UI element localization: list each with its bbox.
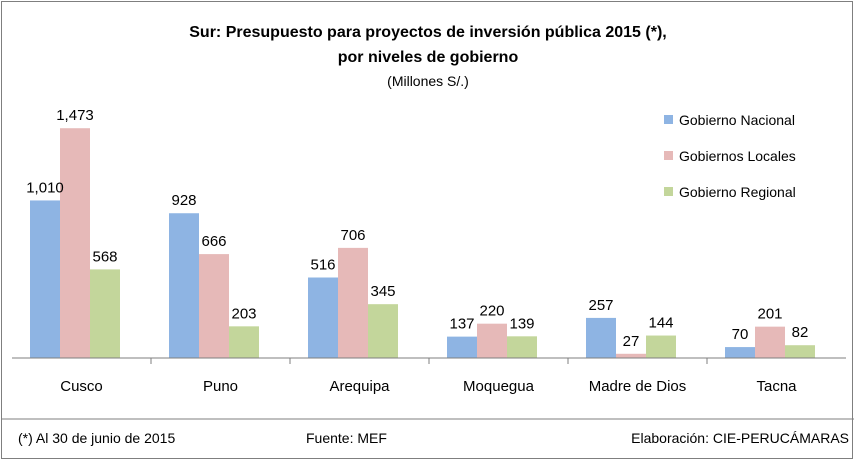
legend: Gobierno Nacional Gobiernos Locales Gobier…	[664, 112, 796, 200]
bar-cusco-2	[90, 269, 120, 358]
bar-puno-2	[229, 326, 259, 358]
data-labels-group: 1,010 1,473 568 928 666 203 516 706 345 137 220 139…	[26, 107, 808, 350]
data-label: 144	[648, 315, 673, 332]
data-label: 203	[231, 305, 256, 322]
legend-swatch	[664, 115, 673, 124]
legend-label: Gobierno Regional	[679, 184, 796, 200]
legend-swatch	[664, 187, 673, 196]
chart-title-line2: por niveles de gobierno	[338, 49, 519, 66]
legend-label: Gobierno Nacional	[679, 112, 795, 128]
chart-subtitle: (Millones S/.)	[387, 73, 469, 89]
bar-arequipa-0	[308, 277, 338, 358]
data-label: 82	[792, 324, 809, 341]
category-label: Arequipa	[329, 378, 390, 395]
bar-puno-0	[169, 213, 199, 358]
data-label: 201	[757, 306, 782, 323]
data-label: 1,473	[56, 107, 94, 124]
footer-source: Fuente: MEF	[306, 430, 387, 446]
data-label: 568	[92, 248, 117, 265]
data-label: 257	[588, 297, 613, 314]
data-label: 1,010	[26, 179, 64, 196]
data-label: 70	[732, 326, 749, 343]
chart-title-line1: Sur: Presupuesto para proyectos de inver…	[189, 24, 666, 41]
bar-tacna-0	[725, 347, 755, 358]
data-label: 27	[623, 333, 640, 350]
bar-tacna-1	[755, 326, 785, 358]
data-label: 666	[201, 233, 226, 250]
data-label: 345	[370, 283, 395, 300]
data-label: 139	[509, 315, 534, 332]
legend-label: Gobiernos Locales	[679, 148, 796, 164]
bar-madre-de-dios-2	[646, 335, 676, 358]
category-label: Moquegua	[463, 378, 535, 395]
footer-credit: Elaboración: CIE-PERUCÁMARAS	[631, 430, 849, 446]
bar-cusco-0	[30, 200, 60, 358]
data-label: 516	[310, 257, 335, 274]
legend-swatch	[664, 151, 673, 160]
data-label: 706	[340, 227, 365, 244]
category-label: Puno	[203, 378, 238, 395]
bar-madre-de-dios-1	[616, 353, 646, 358]
footer-note: (*) Al 30 de junio de 2015	[18, 430, 175, 446]
bar-moquegua-0	[447, 336, 477, 358]
data-label: 137	[449, 316, 474, 333]
bar-moquegua-2	[507, 336, 537, 358]
category-label: Cusco	[60, 378, 103, 395]
category-label: Madre de Dios	[589, 378, 687, 395]
bar-arequipa-1	[338, 247, 368, 358]
bar-arequipa-2	[368, 304, 398, 358]
bars-group	[30, 128, 815, 358]
bar-cusco-1	[60, 128, 90, 358]
bar-madre-de-dios-0	[586, 317, 616, 358]
bar-puno-1	[199, 254, 229, 358]
data-label: 928	[171, 192, 196, 209]
x-axis: Cusco Puno Arequipa Moquegua Madre de Dios Ta…	[12, 357, 846, 395]
data-label: 220	[479, 303, 504, 320]
bar-moquegua-1	[477, 323, 507, 358]
bar-tacna-2	[785, 345, 815, 358]
category-label: Tacna	[756, 378, 797, 395]
